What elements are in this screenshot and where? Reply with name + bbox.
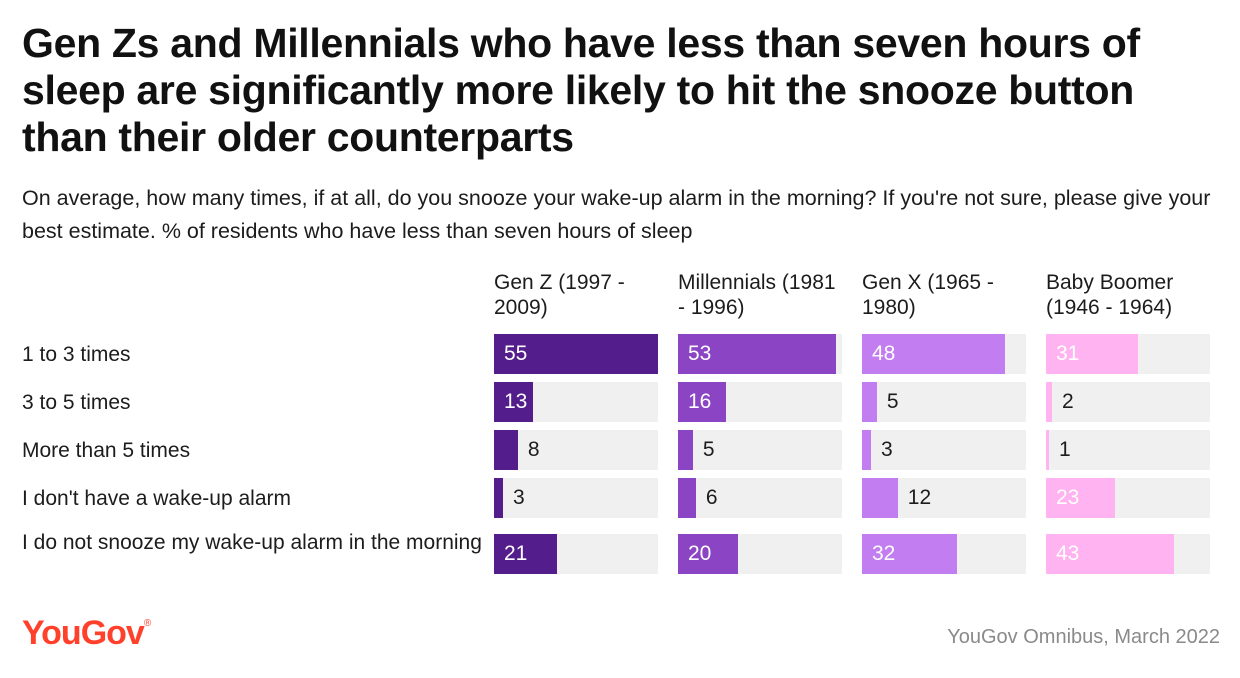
bar-track-millennials-2: 5 bbox=[678, 430, 842, 470]
value-label-gen_x-2: 3 bbox=[880, 438, 893, 461]
bar-gen_x-4 bbox=[862, 534, 958, 574]
bar-track-gen_z-3: 3 bbox=[494, 478, 658, 518]
bar-track-boomer-4: 43 bbox=[1046, 534, 1210, 574]
value-label-millennials-1: 16 bbox=[688, 390, 712, 413]
bar-track-millennials-0: 53 bbox=[678, 334, 842, 374]
bar-boomer-0 bbox=[1046, 334, 1139, 374]
bar-track-boomer-0: 31 bbox=[1046, 334, 1210, 374]
bar-boomer-1 bbox=[1046, 382, 1052, 422]
source-note: YouGov Omnibus, March 2022 bbox=[947, 626, 1220, 648]
value-label-gen_x-0: 48 bbox=[872, 342, 896, 365]
bar-track-boomer-2: 1 bbox=[1046, 430, 1210, 470]
logo-text: YouGov bbox=[22, 614, 145, 652]
value-label-boomer-2: 1 bbox=[1058, 438, 1071, 461]
bar-track-gen_z-2: 8 bbox=[494, 430, 658, 470]
bar-track-millennials-3: 6 bbox=[678, 478, 842, 518]
bar-millennials-1 bbox=[678, 382, 726, 422]
value-label-millennials-3: 6 bbox=[705, 486, 718, 509]
bar-track-gen_x-2: 3 bbox=[862, 430, 1026, 470]
value-label-boomer-4: 43 bbox=[1056, 542, 1080, 565]
row-label-3-to-5-times: 3 to 5 times bbox=[22, 391, 131, 414]
column-header-gen_z: Gen Z (1997 - 2009) bbox=[494, 271, 625, 319]
bar-boomer-2 bbox=[1046, 430, 1049, 470]
value-label-gen_z-3: 3 bbox=[512, 486, 525, 509]
bar-millennials-0 bbox=[678, 334, 837, 374]
bar-gen_x-3 bbox=[862, 478, 898, 518]
column-header-gen_x: Gen X (1965 - 1980) bbox=[862, 271, 994, 319]
value-label-millennials-0: 53 bbox=[688, 342, 712, 365]
bar-millennials-4 bbox=[678, 534, 738, 574]
value-label-millennials-4: 20 bbox=[688, 542, 712, 565]
bar-millennials-2 bbox=[678, 430, 693, 470]
column-header-boomer: Baby Boomer (1946 - 1964) bbox=[1046, 271, 1174, 319]
value-label-gen_z-2: 8 bbox=[527, 438, 540, 461]
bar-gen_z-0 bbox=[494, 334, 658, 374]
value-label-gen_z-0: 55 bbox=[504, 342, 528, 365]
bar-gen_z-2 bbox=[494, 430, 518, 470]
column-header-millennials: Millennials (1981 - 1996) bbox=[678, 271, 836, 319]
bar-boomer-3 bbox=[1046, 478, 1115, 518]
bar-track-gen_x-0: 48 bbox=[862, 334, 1026, 374]
value-label-gen_x-3: 12 bbox=[907, 486, 932, 509]
bar-gen_z-4 bbox=[494, 534, 557, 574]
value-label-boomer-3: 23 bbox=[1056, 486, 1080, 509]
row-label-more-than-5-times: More than 5 times bbox=[22, 439, 191, 462]
row-label-i-don-t-have-a-wake-up-alarm: I don't have a wake-up alarm bbox=[22, 487, 291, 510]
bar-track-gen_z-4: 21 bbox=[494, 534, 658, 574]
bar-gen_x-2 bbox=[862, 430, 871, 470]
bar-track-millennials-4: 20 bbox=[678, 534, 842, 574]
yougov-logo: YouGov® bbox=[22, 614, 152, 652]
bar-track-gen_x-4: 32 bbox=[862, 534, 1026, 574]
row-label-i-do-not-snooze-my-wake-up-ala: I do not snooze my wake-up alarm in the … bbox=[22, 531, 482, 554]
chart-title: Gen Zs and Millennials who have less tha… bbox=[22, 20, 1140, 160]
value-label-gen_z-4: 21 bbox=[504, 542, 528, 565]
bar-track-gen_x-1: 5 bbox=[862, 382, 1026, 422]
value-label-gen_z-1: 13 bbox=[504, 390, 528, 413]
bar-track-boomer-3: 23 bbox=[1046, 478, 1210, 518]
bar-millennials-3 bbox=[678, 478, 696, 518]
bar-gen_z-1 bbox=[494, 382, 533, 422]
bar-track-gen_z-1: 13 bbox=[494, 382, 658, 422]
bar-boomer-4 bbox=[1046, 534, 1175, 574]
value-label-gen_x-4: 32 bbox=[872, 542, 896, 565]
value-label-millennials-2: 5 bbox=[702, 438, 715, 461]
value-label-boomer-1: 2 bbox=[1061, 390, 1074, 413]
bar-track-boomer-1: 2 bbox=[1046, 382, 1210, 422]
bar-gen_x-1 bbox=[862, 382, 877, 422]
value-label-gen_x-1: 5 bbox=[886, 390, 899, 413]
bar-gen_z-3 bbox=[494, 478, 503, 518]
bar-track-millennials-1: 16 bbox=[678, 382, 842, 422]
bar-track-gen_z-0: 55 bbox=[494, 334, 658, 374]
bar-gen_x-0 bbox=[862, 334, 1006, 374]
row-label-1-to-3-times: 1 to 3 times bbox=[22, 343, 131, 366]
bar-track-gen_x-3: 12 bbox=[862, 478, 1026, 518]
chart-subtitle: On average, how many times, if at all, d… bbox=[22, 186, 1211, 243]
value-label-boomer-0: 31 bbox=[1056, 342, 1080, 365]
